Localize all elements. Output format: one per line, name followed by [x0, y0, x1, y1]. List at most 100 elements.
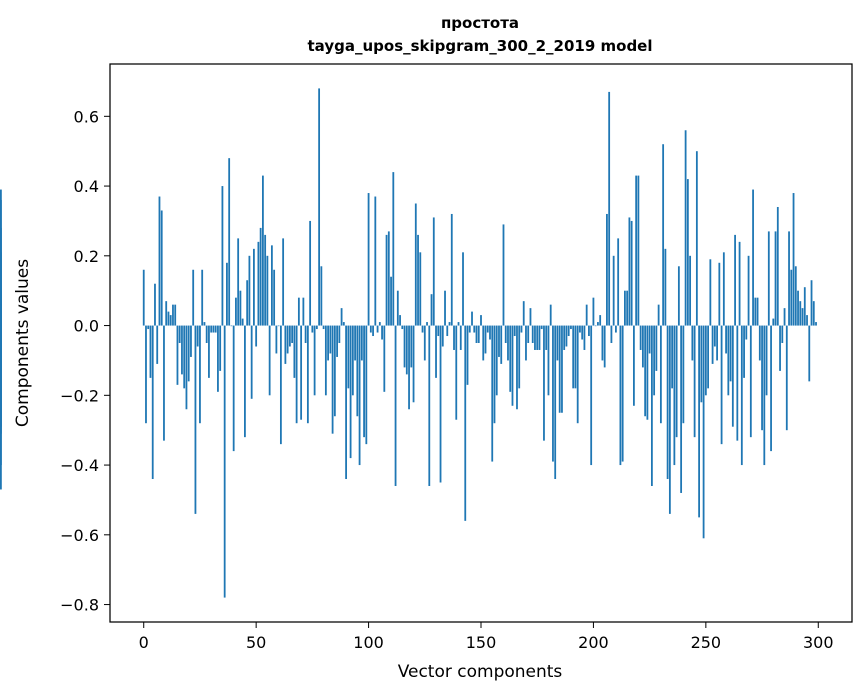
bar-76	[313, 325, 316, 396]
bar-175	[536, 325, 539, 350]
bar-209	[612, 255, 615, 326]
bar-215	[626, 290, 629, 326]
bar-30	[210, 325, 213, 333]
bar-196	[583, 325, 586, 350]
bar-172	[529, 308, 532, 326]
bar-155	[491, 325, 494, 462]
bar-62	[282, 238, 285, 326]
bar-193	[576, 325, 579, 424]
bar-278	[767, 231, 770, 326]
bar-31	[212, 325, 215, 333]
bar-93	[351, 325, 354, 396]
bar-95	[356, 325, 359, 417]
bar-198	[588, 325, 590, 337]
bar-75	[311, 325, 314, 333]
bar-264	[736, 325, 739, 441]
bar-117	[405, 325, 408, 375]
bar-229	[657, 304, 660, 326]
bar-205	[603, 325, 606, 368]
bar-90	[345, 325, 347, 480]
bar-167	[518, 325, 521, 389]
bar-25	[199, 325, 201, 424]
bar-207	[608, 91, 611, 326]
bar-161	[504, 325, 507, 343]
bar-260	[727, 325, 730, 396]
bar-73	[306, 325, 309, 424]
bar-283	[779, 325, 781, 371]
bar-104	[376, 325, 379, 333]
bar-188	[565, 325, 568, 347]
bar-34	[219, 325, 222, 371]
bar-276	[763, 325, 766, 466]
bar-181	[549, 304, 552, 326]
bar-59	[275, 325, 278, 354]
bar-51	[257, 241, 260, 326]
bar-140	[457, 322, 460, 326]
bar-262	[731, 325, 734, 427]
bar-298	[812, 301, 815, 326]
y-tick-label: −0.2	[60, 386, 99, 405]
bar-81	[324, 325, 327, 396]
y-tick-label: 0.6	[74, 107, 99, 126]
bar-77	[315, 325, 318, 330]
bar-285	[783, 308, 786, 326]
bar-230	[659, 325, 662, 424]
bar-183	[554, 325, 557, 480]
bar-152	[484, 325, 487, 354]
bar-109	[387, 231, 390, 326]
bar-266	[740, 325, 743, 466]
bar-151	[482, 325, 485, 361]
bar-170	[525, 325, 527, 361]
bar-289	[792, 193, 795, 326]
bar-111	[392, 172, 395, 326]
bar-159	[500, 325, 503, 364]
bar-245	[693, 325, 696, 438]
bar-240	[682, 325, 685, 424]
bar-143	[464, 325, 467, 521]
bar-80	[322, 325, 325, 330]
bar-undefined	[0, 325, 2, 427]
bar-65	[288, 325, 291, 347]
bar-255	[716, 325, 718, 361]
bar-92	[349, 325, 352, 459]
bar-44	[241, 318, 244, 326]
x-axis-ticks: 0 50 100 150 200 250 300	[139, 622, 834, 652]
bar-2	[147, 325, 150, 330]
bar-163	[509, 325, 512, 392]
bar-5	[154, 283, 156, 326]
bar-294	[803, 287, 806, 326]
bar-227	[653, 325, 656, 396]
bar-261	[729, 325, 732, 382]
bar-168	[520, 325, 523, 333]
bar-43	[239, 290, 242, 326]
bar-85	[333, 325, 336, 417]
bar-84	[331, 325, 334, 434]
y-tick-label: 0.0	[74, 317, 99, 336]
bar-27	[203, 322, 206, 326]
bar-69	[297, 297, 300, 326]
bar-1	[145, 325, 147, 424]
x-tick-label: 50	[246, 633, 266, 652]
bar-291	[797, 290, 799, 326]
bar-32	[214, 325, 217, 333]
bar-66	[291, 325, 294, 343]
bar-171	[527, 325, 530, 343]
bar-258	[722, 252, 725, 326]
bar-280	[772, 318, 775, 326]
bar-267	[743, 325, 745, 378]
bar-263	[734, 234, 736, 326]
x-tick-label: 250	[691, 633, 722, 652]
bar-234	[668, 325, 671, 514]
bar-110	[390, 276, 392, 326]
bar-91	[347, 325, 350, 389]
bar-185	[558, 325, 561, 413]
bar-102	[372, 325, 374, 337]
bar-53	[262, 175, 264, 326]
bar-12	[169, 315, 172, 326]
bar-undefined	[0, 189, 2, 326]
bar-122	[417, 234, 419, 326]
bar-114	[399, 315, 401, 326]
bar-277	[765, 325, 768, 396]
bar-241	[684, 130, 687, 326]
bar-106	[381, 325, 383, 340]
